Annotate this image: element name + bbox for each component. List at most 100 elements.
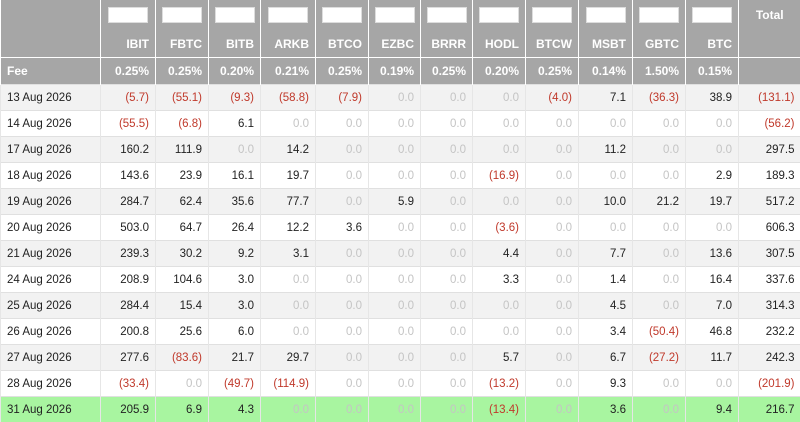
flow: 0.0 bbox=[579, 215, 633, 241]
flow: 0.0 bbox=[633, 397, 686, 422]
flow: 9.3 bbox=[579, 371, 633, 397]
flow: 21.7 bbox=[209, 345, 261, 371]
flow: 0.0 bbox=[526, 267, 579, 293]
flow: 0.0 bbox=[421, 371, 473, 397]
logo-cell bbox=[101, 0, 156, 30]
flow: 0.0 bbox=[421, 293, 473, 319]
flow: 7.7 bbox=[579, 241, 633, 267]
logo-cell bbox=[156, 0, 209, 30]
flow: (50.4) bbox=[633, 319, 686, 345]
ticker: EZBC bbox=[369, 30, 421, 58]
fee: 0.25% bbox=[421, 58, 473, 85]
flow: 46.8 bbox=[686, 319, 739, 345]
flow: 35.6 bbox=[209, 189, 261, 215]
ticker: ARKB bbox=[261, 30, 316, 58]
flow: 62.4 bbox=[156, 189, 209, 215]
flow: 9.2 bbox=[209, 241, 261, 267]
flow: 0.0 bbox=[369, 85, 421, 111]
flow: 0.0 bbox=[369, 371, 421, 397]
flow: 6.7 bbox=[579, 345, 633, 371]
flow: 0.0 bbox=[526, 293, 579, 319]
fund-logo bbox=[532, 7, 572, 23]
flow: 77.7 bbox=[261, 189, 316, 215]
flow: 9.4 bbox=[686, 397, 739, 422]
fee: 0.19% bbox=[369, 58, 421, 85]
flow: 0.0 bbox=[369, 345, 421, 371]
flow: 5.9 bbox=[369, 189, 421, 215]
flow: 7.1 bbox=[579, 85, 633, 111]
flow: 0.0 bbox=[473, 137, 526, 163]
date: 18 Aug 2026 bbox=[1, 163, 101, 189]
flow: 0.0 bbox=[686, 215, 739, 241]
ticker: BTCO bbox=[316, 30, 369, 58]
ticker: BTCW bbox=[526, 30, 579, 58]
flow: 0.0 bbox=[369, 215, 421, 241]
flow: (16.9) bbox=[473, 163, 526, 189]
flow: 26.4 bbox=[209, 215, 261, 241]
flow: 0.0 bbox=[421, 241, 473, 267]
flow: 10.0 bbox=[579, 189, 633, 215]
date: 25 Aug 2026 bbox=[1, 293, 101, 319]
flow: 0.0 bbox=[526, 397, 579, 422]
flow: 21.2 bbox=[633, 189, 686, 215]
date: 13 Aug 2026 bbox=[1, 85, 101, 111]
flow: (33.4) bbox=[101, 371, 156, 397]
fee: 1.50% bbox=[633, 58, 686, 85]
flow: 0.0 bbox=[633, 215, 686, 241]
flow: (83.6) bbox=[156, 345, 209, 371]
total-header: Total bbox=[739, 0, 800, 30]
fund-logo bbox=[692, 7, 732, 23]
flow: 0.0 bbox=[261, 293, 316, 319]
fee: 0.25% bbox=[156, 58, 209, 85]
flow: 0.0 bbox=[526, 215, 579, 241]
flow: 5.7 bbox=[473, 345, 526, 371]
total-flow: 517.2 bbox=[739, 189, 800, 215]
flow: 0.0 bbox=[316, 371, 369, 397]
total-spacer bbox=[739, 58, 800, 85]
total-flow: 232.2 bbox=[739, 319, 800, 345]
ticker: BRRR bbox=[421, 30, 473, 58]
fund-logo bbox=[268, 7, 308, 23]
total-flow: (56.2) bbox=[739, 111, 800, 137]
date: 31 Aug 2026 bbox=[1, 397, 101, 422]
flow: 0.0 bbox=[526, 111, 579, 137]
fund-logo bbox=[162, 7, 202, 23]
fee: 0.25% bbox=[526, 58, 579, 85]
flow: 0.0 bbox=[633, 163, 686, 189]
flow: 11.2 bbox=[579, 137, 633, 163]
flow: 0.0 bbox=[421, 397, 473, 422]
corner-cell bbox=[1, 0, 101, 30]
flow: (13.2) bbox=[473, 371, 526, 397]
fund-logo bbox=[586, 7, 626, 23]
fund-logo bbox=[108, 7, 148, 23]
date: 21 Aug 2026 bbox=[1, 241, 101, 267]
flow: 0.0 bbox=[473, 319, 526, 345]
flow: 205.9 bbox=[101, 397, 156, 422]
flow: 4.3 bbox=[209, 397, 261, 422]
flow: 7.0 bbox=[686, 293, 739, 319]
flow: 0.0 bbox=[369, 397, 421, 422]
flow: (3.6) bbox=[473, 215, 526, 241]
flow: 0.0 bbox=[421, 345, 473, 371]
flow: 0.0 bbox=[316, 293, 369, 319]
flow: 0.0 bbox=[473, 189, 526, 215]
flow: 15.4 bbox=[156, 293, 209, 319]
logo-cell bbox=[633, 0, 686, 30]
flow: 0.0 bbox=[421, 111, 473, 137]
flow: 0.0 bbox=[526, 345, 579, 371]
logo-cell bbox=[261, 0, 316, 30]
total-flow: (131.1) bbox=[739, 85, 800, 111]
logo-cell bbox=[473, 0, 526, 30]
flow: 3.0 bbox=[209, 293, 261, 319]
flow: 0.0 bbox=[316, 163, 369, 189]
flow: 0.0 bbox=[369, 293, 421, 319]
